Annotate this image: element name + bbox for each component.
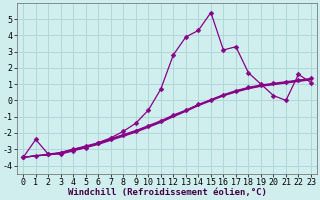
X-axis label: Windchill (Refroidissement éolien,°C): Windchill (Refroidissement éolien,°C) — [68, 188, 267, 197]
